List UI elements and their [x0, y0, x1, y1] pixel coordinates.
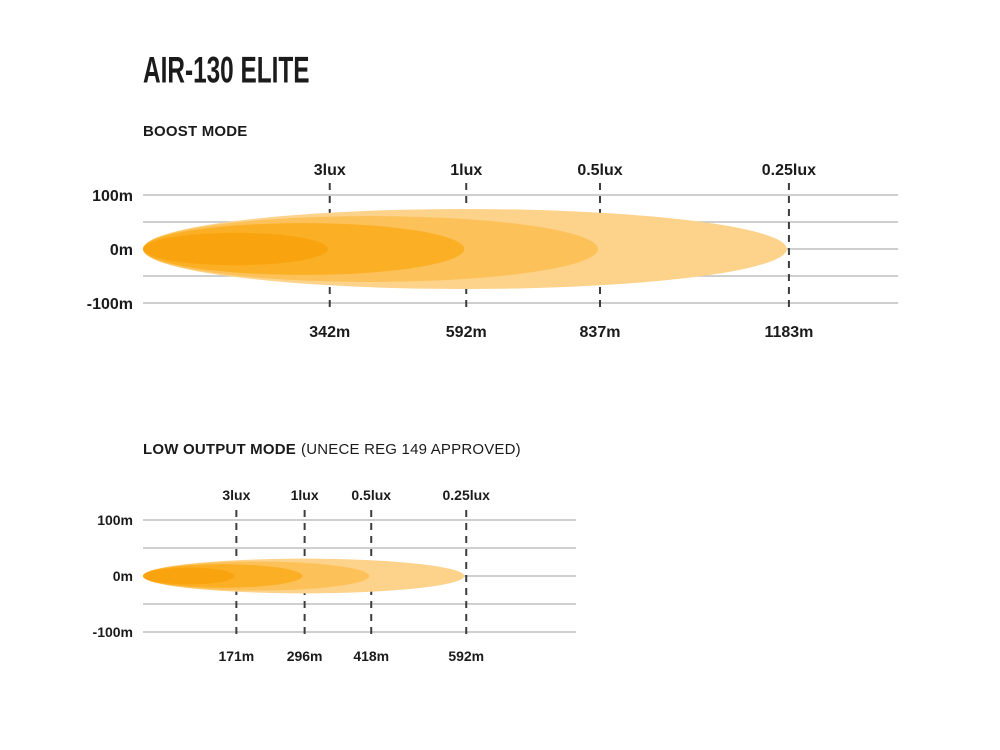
distance-label: 592m	[448, 648, 484, 664]
lux-label: 0.5lux	[577, 162, 622, 179]
boost-mode-label: BOOST MODE	[143, 123, 248, 140]
page-title: AIR-130 ELITE	[143, 49, 310, 91]
lux-label: 3lux	[222, 487, 250, 503]
distance-label: 171m	[218, 648, 254, 664]
distance-label: 342m	[309, 324, 350, 341]
beam-layer-3lux	[143, 567, 235, 585]
low-output-mode-heading: LOW OUTPUT MODE (UNECE REG 149 APPROVED)	[143, 441, 521, 458]
distance-label: 1183m	[764, 324, 813, 341]
distance-label: 418m	[353, 648, 389, 664]
lux-label: 1lux	[291, 487, 319, 503]
y-axis-label: 0m	[113, 568, 133, 584]
lux-label: 0.25lux	[762, 162, 816, 179]
y-axis-label: 100m	[92, 188, 133, 205]
boost-mode-heading: BOOST MODE	[143, 123, 248, 140]
lux-label: 0.5lux	[351, 487, 391, 503]
y-axis-label: 0m	[110, 242, 133, 259]
distance-label: 837m	[580, 324, 621, 341]
lux-label: 1lux	[450, 162, 482, 179]
low-output-mode-label: LOW OUTPUT MODE	[143, 441, 296, 458]
lux-label: 3lux	[314, 162, 346, 179]
lux-label: 0.25lux	[442, 487, 490, 503]
low-output-mode-approval-note: (UNECE REG 149 APPROVED)	[301, 441, 521, 458]
y-axis-label: -100m	[93, 624, 133, 640]
distance-label: 592m	[446, 324, 487, 341]
y-axis-label: 100m	[97, 512, 133, 528]
y-axis-label: -100m	[87, 296, 133, 313]
beam-layer-3lux	[143, 232, 328, 266]
distance-label: 296m	[287, 648, 323, 664]
